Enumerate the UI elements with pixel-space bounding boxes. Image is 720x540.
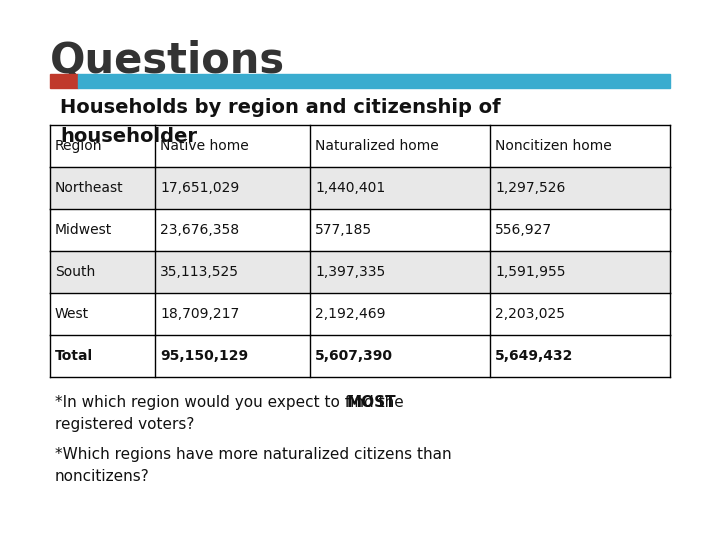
Text: *Which regions have more naturalized citizens than: *Which regions have more naturalized cit… bbox=[55, 447, 451, 462]
Text: 1,297,526: 1,297,526 bbox=[495, 181, 565, 195]
Text: 2,192,469: 2,192,469 bbox=[315, 307, 385, 321]
Text: 5,607,390: 5,607,390 bbox=[315, 349, 393, 363]
Text: 35,113,525: 35,113,525 bbox=[160, 265, 239, 279]
Bar bbox=[50, 293, 670, 335]
Text: 1,591,955: 1,591,955 bbox=[495, 265, 565, 279]
Text: 556,927: 556,927 bbox=[495, 223, 552, 237]
Bar bbox=[50, 335, 670, 377]
Text: Northeast: Northeast bbox=[55, 181, 124, 195]
Text: Total: Total bbox=[55, 349, 93, 363]
Text: South: South bbox=[55, 265, 95, 279]
Text: 1,397,335: 1,397,335 bbox=[315, 265, 385, 279]
Bar bbox=[50, 74, 78, 88]
Bar bbox=[50, 251, 670, 293]
Text: Region: Region bbox=[55, 139, 102, 153]
Text: householder: householder bbox=[60, 127, 197, 146]
Bar bbox=[50, 125, 670, 167]
Bar bbox=[50, 209, 670, 251]
Text: West: West bbox=[55, 307, 89, 321]
Text: 2,203,025: 2,203,025 bbox=[495, 307, 565, 321]
Text: noncitizens?: noncitizens? bbox=[55, 469, 150, 484]
Text: 577,185: 577,185 bbox=[315, 223, 372, 237]
Bar bbox=[78, 74, 670, 88]
Text: 23,676,358: 23,676,358 bbox=[160, 223, 239, 237]
Text: 1,440,401: 1,440,401 bbox=[315, 181, 385, 195]
Text: 17,651,029: 17,651,029 bbox=[160, 181, 239, 195]
Text: 18,709,217: 18,709,217 bbox=[160, 307, 239, 321]
Text: Native home: Native home bbox=[160, 139, 248, 153]
Text: registered voters?: registered voters? bbox=[55, 417, 194, 432]
Text: 5,649,432: 5,649,432 bbox=[495, 349, 573, 363]
Bar bbox=[50, 167, 670, 209]
Text: Naturalized home: Naturalized home bbox=[315, 139, 438, 153]
Text: Midwest: Midwest bbox=[55, 223, 112, 237]
Text: MOST: MOST bbox=[347, 395, 397, 410]
Text: *In which region would you expect to find the: *In which region would you expect to fin… bbox=[55, 395, 409, 410]
Text: 95,150,129: 95,150,129 bbox=[160, 349, 248, 363]
Text: Questions: Questions bbox=[50, 40, 285, 82]
Text: Households by region and citizenship of: Households by region and citizenship of bbox=[60, 98, 500, 117]
Text: Noncitizen home: Noncitizen home bbox=[495, 139, 612, 153]
